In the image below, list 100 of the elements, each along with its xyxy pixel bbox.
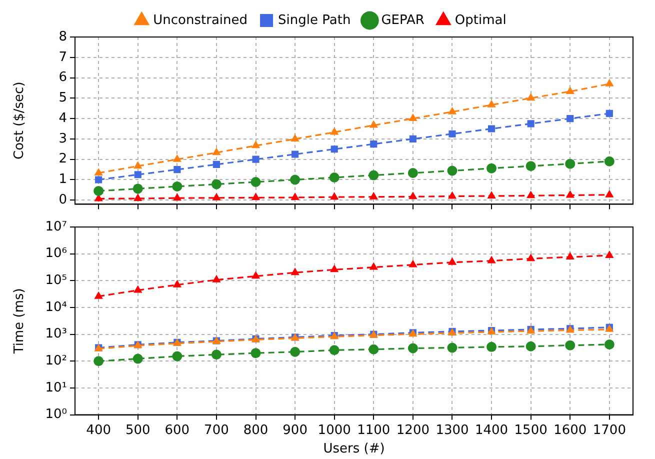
y-tick-label: 7 (58, 50, 67, 65)
point (250, 176, 261, 187)
x-tick-label: 700 (204, 422, 229, 438)
y-tick-label: 10² (45, 354, 67, 369)
point (605, 190, 614, 198)
point (250, 348, 261, 358)
point (487, 100, 496, 108)
point (604, 156, 614, 166)
point (211, 179, 222, 190)
point (211, 350, 222, 360)
y-tick-label: 3 (58, 131, 67, 146)
y-axis-title: Cost ($/sec) (12, 82, 28, 160)
point (448, 130, 456, 138)
point (408, 114, 418, 122)
point (604, 340, 614, 350)
point (448, 257, 457, 265)
x-tick-label: 500 (125, 422, 150, 438)
point (290, 134, 300, 142)
point (369, 262, 378, 270)
point (94, 186, 104, 196)
y-tick-label: 10⁷ (45, 219, 67, 234)
point (330, 192, 339, 200)
x-tick-label: 1500 (514, 422, 548, 438)
point (212, 148, 221, 156)
point (292, 150, 299, 158)
point (526, 93, 536, 101)
point (526, 341, 536, 352)
point (134, 171, 142, 178)
point (132, 184, 143, 194)
legend-label: Unconstrained (153, 12, 248, 28)
point (212, 274, 221, 282)
point (488, 125, 496, 132)
point (134, 285, 142, 293)
point (565, 158, 576, 169)
x-tick-label: 1600 (554, 422, 587, 438)
point (172, 181, 182, 192)
point (290, 192, 300, 200)
legend-label: Single Path (278, 12, 351, 28)
point (408, 168, 418, 178)
point (527, 120, 534, 128)
point (565, 340, 576, 350)
point (134, 193, 142, 201)
point (448, 106, 457, 114)
y-tick-label: 10⁰ (45, 407, 67, 422)
point (330, 146, 338, 153)
point (212, 192, 221, 200)
point (605, 78, 614, 86)
point (566, 115, 574, 122)
point (447, 342, 458, 353)
point (566, 252, 574, 260)
y-tick-label: 10⁵ (45, 273, 67, 288)
point (409, 135, 416, 142)
y-tick-label: 1 (58, 172, 67, 188)
y-axis-title: Time (ms) (12, 288, 28, 355)
y-tick-label: 2 (58, 152, 67, 167)
point (251, 140, 260, 148)
x-tick-label: 1200 (396, 422, 430, 438)
point (369, 120, 378, 128)
point (606, 110, 613, 117)
point (94, 168, 103, 176)
point (486, 342, 497, 352)
point (368, 344, 379, 354)
point (526, 254, 536, 262)
point (132, 354, 143, 364)
point (368, 170, 379, 180)
point (134, 161, 142, 169)
point (566, 190, 574, 198)
point (172, 280, 182, 288)
x-axis-title: Users (#) (323, 442, 385, 457)
point (251, 192, 260, 200)
point (370, 140, 378, 148)
legend-label: GEPAR (381, 12, 424, 28)
point (94, 356, 104, 366)
point (290, 268, 300, 276)
x-tick-label: 400 (86, 422, 111, 438)
point (290, 346, 300, 357)
point (408, 260, 418, 268)
x-tick-label: 600 (164, 422, 190, 438)
y-tick-label: 10⁶ (45, 246, 67, 262)
x-tick-label: 1100 (357, 422, 390, 438)
point (526, 161, 536, 172)
y-tick-label: 4 (58, 110, 67, 126)
point (487, 256, 496, 264)
point (172, 351, 182, 362)
y-tick-label: 10⁴ (45, 300, 67, 315)
x-tick-label: 900 (282, 422, 308, 438)
x-tick-label: 800 (243, 422, 268, 438)
point (172, 193, 182, 201)
point (212, 160, 220, 168)
y-tick-label: 5 (58, 90, 67, 106)
y-tick-label: 8 (58, 29, 67, 44)
point (252, 156, 260, 163)
point (174, 166, 181, 174)
point (290, 174, 300, 185)
point (369, 192, 378, 200)
point (408, 343, 418, 354)
y-tick-label: 6 (58, 70, 67, 86)
x-tick-label: 1700 (592, 422, 626, 438)
point (408, 192, 418, 200)
x-tick-label: 1400 (474, 422, 508, 438)
